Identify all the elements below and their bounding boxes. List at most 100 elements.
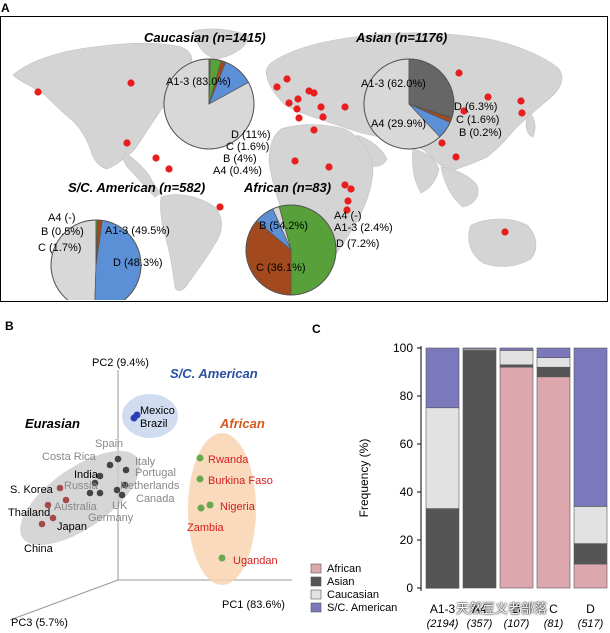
bar-segment: [536, 376, 571, 589]
bar-segment: [573, 563, 608, 589]
pie-label: A4 (-): [48, 212, 76, 224]
bar-segment: [425, 508, 460, 589]
group-label-african: African: [219, 416, 265, 431]
map-dot: [347, 185, 355, 193]
y-tick-label: 60: [400, 437, 414, 451]
panel-c-label: C: [312, 322, 321, 336]
map-south-america: [160, 194, 222, 291]
map-dot: [123, 139, 131, 147]
bar-segment: [573, 347, 608, 507]
point-nigeria: [206, 501, 214, 509]
x-count-label: (81): [544, 618, 564, 630]
pie-label: D (48.3%): [113, 257, 163, 269]
pie-label: C (1.6%): [456, 114, 499, 126]
point-zambia: [197, 504, 205, 512]
legend-label: S/C. American: [327, 602, 397, 614]
point-india: [96, 472, 104, 480]
map-dot: [291, 157, 299, 165]
label-china: China: [24, 543, 54, 555]
x-labels: A1-3 (2194) A4 (357) B (107) C (81) D (517): [427, 602, 604, 630]
label-burkina-faso: Burkina Faso: [208, 475, 273, 487]
map-dot: [325, 163, 333, 171]
point-thailand: [44, 501, 52, 509]
point-uk: [96, 489, 104, 497]
label-spain: Spain: [95, 438, 123, 450]
point-rwanda: [196, 454, 204, 462]
map-dot: [341, 103, 349, 111]
label-brazil: Brazil: [140, 418, 168, 430]
map-dot: [283, 75, 291, 83]
panel-b-pca-plot: PC2 (9.4%) PC1 (83.6%) PC3 (5.7%) S/C. A…: [8, 357, 292, 629]
pie-caucasian-title: Caucasian (n=1415): [144, 30, 266, 45]
label-thailand: Thailand: [8, 507, 50, 519]
map-dot: [344, 197, 352, 205]
label-rwanda: Rwanda: [208, 454, 249, 466]
pie-caucasian: [163, 58, 255, 150]
label-india: India: [74, 469, 99, 481]
map-dot: [343, 206, 351, 214]
map-dot: [310, 126, 318, 134]
pie-african: [245, 204, 337, 296]
bar-segment: [573, 543, 608, 565]
pc3-label: PC3 (5.7%): [11, 617, 68, 629]
y-tick-label: 20: [400, 533, 414, 547]
point-australia: [62, 496, 70, 504]
pie-asian: [363, 58, 455, 150]
map-dot: [317, 103, 325, 111]
map-dot: [517, 97, 525, 105]
x-count-label: (517): [578, 618, 604, 630]
legend-label: African: [327, 563, 361, 575]
map-dot: [452, 153, 460, 161]
point-portugal: [121, 481, 129, 489]
map-central-america: [123, 152, 162, 198]
eurasian-points: [86, 455, 130, 499]
group-label-eurasian: Eurasian: [25, 416, 80, 431]
map-dot: [127, 79, 135, 87]
point-costa-rica: [106, 461, 114, 469]
point-russia: [91, 479, 99, 487]
cluster-eurasian: [20, 450, 140, 546]
pie-label: C (36.1%): [256, 262, 306, 274]
pie-label: A1-3 (2.4%): [334, 222, 393, 234]
label-s-korea: S. Korea: [10, 484, 54, 496]
east-asian-points: [38, 484, 70, 528]
map-north-america: [12, 42, 193, 170]
map-dot: [455, 69, 463, 77]
pie-label: A4 (-): [334, 210, 362, 222]
panel-a-label: A: [1, 1, 10, 15]
bar-segment: [573, 506, 608, 544]
map-dot: [484, 93, 492, 101]
label-costa-rica: Costa Rica: [42, 451, 97, 463]
point-netherlands: [113, 486, 121, 494]
map-japan: [525, 112, 536, 138]
bars: [425, 347, 608, 589]
map-greenland: [192, 28, 250, 60]
point-s-korea: [56, 484, 64, 492]
map-dot: [293, 105, 301, 113]
map-dot: [273, 83, 281, 91]
bar-segment: [536, 366, 571, 378]
map-dot: [341, 181, 349, 189]
y-tick-label: 80: [400, 389, 414, 403]
map-dot: [438, 139, 446, 147]
watermark-text: 天然豆义者部落: [456, 602, 548, 617]
bar-segment: [499, 366, 534, 589]
y-tick-label: 100: [393, 341, 413, 355]
x-count-label: (357): [467, 618, 493, 630]
map-dot: [294, 95, 302, 103]
pie-outline: [363, 58, 455, 150]
map-dot: [34, 88, 42, 96]
pie-label: C (1.7%): [38, 242, 81, 254]
x-count-label: (2194): [427, 618, 459, 630]
point-burkina-faso: [196, 475, 204, 483]
map-se-asia: [440, 166, 479, 208]
map-dot: [152, 154, 160, 162]
legend-swatch: [310, 563, 322, 574]
label-japan: Japan: [57, 521, 87, 533]
group-label-sc-american: S/C. American: [170, 366, 258, 381]
bar-segment: [499, 364, 534, 368]
label-canada: Canada: [136, 493, 175, 505]
x-category-label: B: [512, 602, 520, 616]
point-ugandan: [218, 554, 226, 562]
